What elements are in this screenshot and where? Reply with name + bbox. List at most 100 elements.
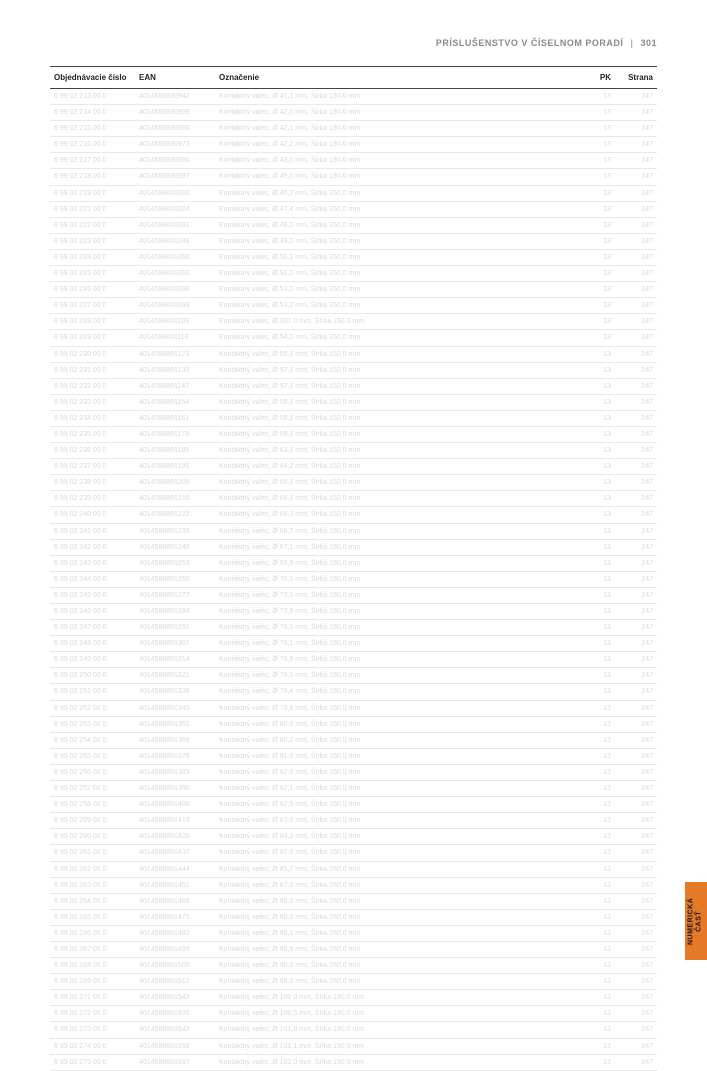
- cell-ozn: Kontaktný valec, Ø 101,0 mm, Šírka 150,0…: [215, 1022, 585, 1038]
- cell-strana: 247: [615, 105, 657, 121]
- cell-obj: 6 99 02 223 00 0: [50, 233, 135, 249]
- cell-ozn: Kontaktný valec, Ø 76,0 mm, Šírka 150,0 …: [215, 620, 585, 636]
- price-table: Objednávacie číslo EAN Označenie PK Stra…: [50, 66, 657, 1071]
- cell-ean: 4014586891215: [135, 491, 215, 507]
- cell-strana: 247: [615, 732, 657, 748]
- cell-obj: 6 99 02 242 00 0: [50, 539, 135, 555]
- cell-ozn: Kontaktný valec, Ø 48,0 mm, Šírka 150,0 …: [215, 217, 585, 233]
- cell-obj: 6 99 02 261 00 0: [50, 845, 135, 861]
- cell-pk: 13: [585, 620, 615, 636]
- cell-ozn: Kontaktný valec, Ø 66,3 mm, Šírka 150,0 …: [215, 507, 585, 523]
- table-row: 6 99 02 231 00 04014586891130Kontaktný v…: [50, 362, 657, 378]
- cell-pk: 13: [585, 958, 615, 974]
- cell-strana: 247: [615, 555, 657, 571]
- cell-strana: 247: [615, 249, 657, 265]
- cell-ozn: Kontaktný valec, Ø 54,0 mm, Šírka 150,0 …: [215, 330, 585, 346]
- table-row: 6 99 02 263 00 04014586891451Kontaktný v…: [50, 877, 657, 893]
- table-row: 6 99 02 218 00 04014586890997Kontaktný v…: [50, 169, 657, 185]
- table-row: 6 99 02 238 00 04014586891208Kontaktný v…: [50, 475, 657, 491]
- table-row: 6 99 02 274 00 04014586891659Kontaktný v…: [50, 1038, 657, 1054]
- cell-pk: 13: [585, 893, 615, 909]
- table-row: 6 99 02 249 00 04014586891314Kontaktný v…: [50, 652, 657, 668]
- cell-pk: 13: [585, 668, 615, 684]
- cell-obj: 6 99 02 227 00 0: [50, 298, 135, 314]
- cell-obj: 6 99 02 229 00 0: [50, 330, 135, 346]
- cell-pk: 13: [585, 426, 615, 442]
- cell-ozn: Kontaktný valec, Ø 102,0 mm, Šírka 150,0…: [215, 1054, 585, 1070]
- cell-ean: 4014586891437: [135, 845, 215, 861]
- cell-pk: 13: [585, 1022, 615, 1038]
- cell-strana: 247: [615, 909, 657, 925]
- cell-ean: 4014586891499: [135, 941, 215, 957]
- cell-ean: 4014586891659: [135, 1038, 215, 1054]
- cell-pk: 13: [585, 604, 615, 620]
- cell-pk: 13: [585, 748, 615, 764]
- cell-obj: 6 99 02 240 00 0: [50, 507, 135, 523]
- cell-strana: 247: [615, 523, 657, 539]
- cell-ean: 4014586891352: [135, 716, 215, 732]
- cell-ean: 4014586891697: [135, 1054, 215, 1070]
- cell-ozn: Kontaktný valec, Ø 58,5 mm, Šírka 150,0 …: [215, 410, 585, 426]
- table-row: 6 99 02 239 00 04014586891215Kontaktný v…: [50, 491, 657, 507]
- cell-pk: 13: [585, 394, 615, 410]
- cell-obj: 6 99 02 253 00 0: [50, 716, 135, 732]
- cell-ean: 4014586890966: [135, 121, 215, 137]
- cell-pk: 13: [585, 459, 615, 475]
- cell-strana: 247: [615, 604, 657, 620]
- col-ean: EAN: [135, 67, 215, 89]
- cell-ean: 4014586891307: [135, 636, 215, 652]
- cell-strana: 247: [615, 781, 657, 797]
- cell-ean: 4014586891222: [135, 507, 215, 523]
- cell-strana: 247: [615, 684, 657, 700]
- cell-obj: 6 99 02 260 00 0: [50, 829, 135, 845]
- col-obj: Objednávacie číslo: [50, 67, 135, 89]
- cell-ozn: Kontaktný valec, Ø 73,0 mm, Šírka 150,0 …: [215, 587, 585, 603]
- cell-ean: 4014586891116: [135, 330, 215, 346]
- cell-ozn: Kontaktný valec, Ø 45,0 mm, Šírka 150,0 …: [215, 169, 585, 185]
- cell-strana: 247: [615, 491, 657, 507]
- cell-obj: 6 99 02 250 00 0: [50, 668, 135, 684]
- cell-obj: 6 99 02 216 00 0: [50, 137, 135, 153]
- cell-obj: 6 99 02 257 00 0: [50, 781, 135, 797]
- cell-pk: 13: [585, 684, 615, 700]
- cell-obj: 6 99 02 237 00 0: [50, 459, 135, 475]
- table-row: 6 99 02 271 00 04014586891543Kontaktný v…: [50, 990, 657, 1006]
- cell-ean: 4014586891147: [135, 378, 215, 394]
- table-row: 6 99 02 221 00 04014586891024Kontaktný v…: [50, 201, 657, 217]
- cell-ozn: Kontaktný valec, Ø 70,0 mm, Šírka 150,0 …: [215, 571, 585, 587]
- cell-pk: 13: [585, 443, 615, 459]
- cell-strana: 247: [615, 475, 657, 491]
- cell-ozn: Kontaktný valec, Ø 50,1 mm, Šírka 150,0 …: [215, 249, 585, 265]
- cell-obj: 6 99 02 258 00 0: [50, 797, 135, 813]
- cell-ean: 4014586891345: [135, 700, 215, 716]
- cell-ean: 4014586891635: [135, 1006, 215, 1022]
- cell-pk: 13: [585, 909, 615, 925]
- cell-ozn: Kontaktný valec, Ø 66,0 mm, Šírka 150,0 …: [215, 491, 585, 507]
- cell-strana: 247: [615, 394, 657, 410]
- page-title: PRÍSLUŠENSTVO V ČÍSELNOM PORADÍ: [436, 38, 624, 48]
- cell-ean: 4014586891161: [135, 410, 215, 426]
- cell-obj: 6 99 02 218 00 0: [50, 169, 135, 185]
- table-row: 6 99 02 244 00 04014586891260Kontaktný v…: [50, 571, 657, 587]
- cell-pk: 13: [585, 298, 615, 314]
- cell-pk: 13: [585, 121, 615, 137]
- table-row: 6 99 02 254 00 04014586891369Kontaktný v…: [50, 732, 657, 748]
- cell-pk: 13: [585, 282, 615, 298]
- cell-ean: 4014586891468: [135, 893, 215, 909]
- cell-pk: 13: [585, 137, 615, 153]
- cell-ean: 4014586891505: [135, 958, 215, 974]
- page-number: 301: [640, 38, 657, 48]
- cell-strana: 247: [615, 990, 657, 1006]
- cell-ozn: Kontaktný valec, Ø 57,6 mm, Šírka 150,0 …: [215, 378, 585, 394]
- cell-pk: 13: [585, 941, 615, 957]
- cell-ozn: Kontaktný valec, Ø 73,6 mm, Šírka 150,0 …: [215, 604, 585, 620]
- table-row: 6 99 02 234 00 04014586891161Kontaktný v…: [50, 410, 657, 426]
- cell-ozn: Kontaktný valec, Ø 100,0 mm, Šírka 150,0…: [215, 990, 585, 1006]
- table-row: 6 99 02 252 00 04014586891345Kontaktný v…: [50, 700, 657, 716]
- cell-pk: 13: [585, 201, 615, 217]
- cell-ozn: Kontaktný valec, Ø 80,0 mm, Šírka 150,0 …: [215, 716, 585, 732]
- cell-obj: 6 99 02 246 00 0: [50, 604, 135, 620]
- cell-ean: 4014586891260: [135, 571, 215, 587]
- cell-pk: 13: [585, 249, 615, 265]
- table-row: 6 99 02 266 00 04014586891482Kontaktný v…: [50, 925, 657, 941]
